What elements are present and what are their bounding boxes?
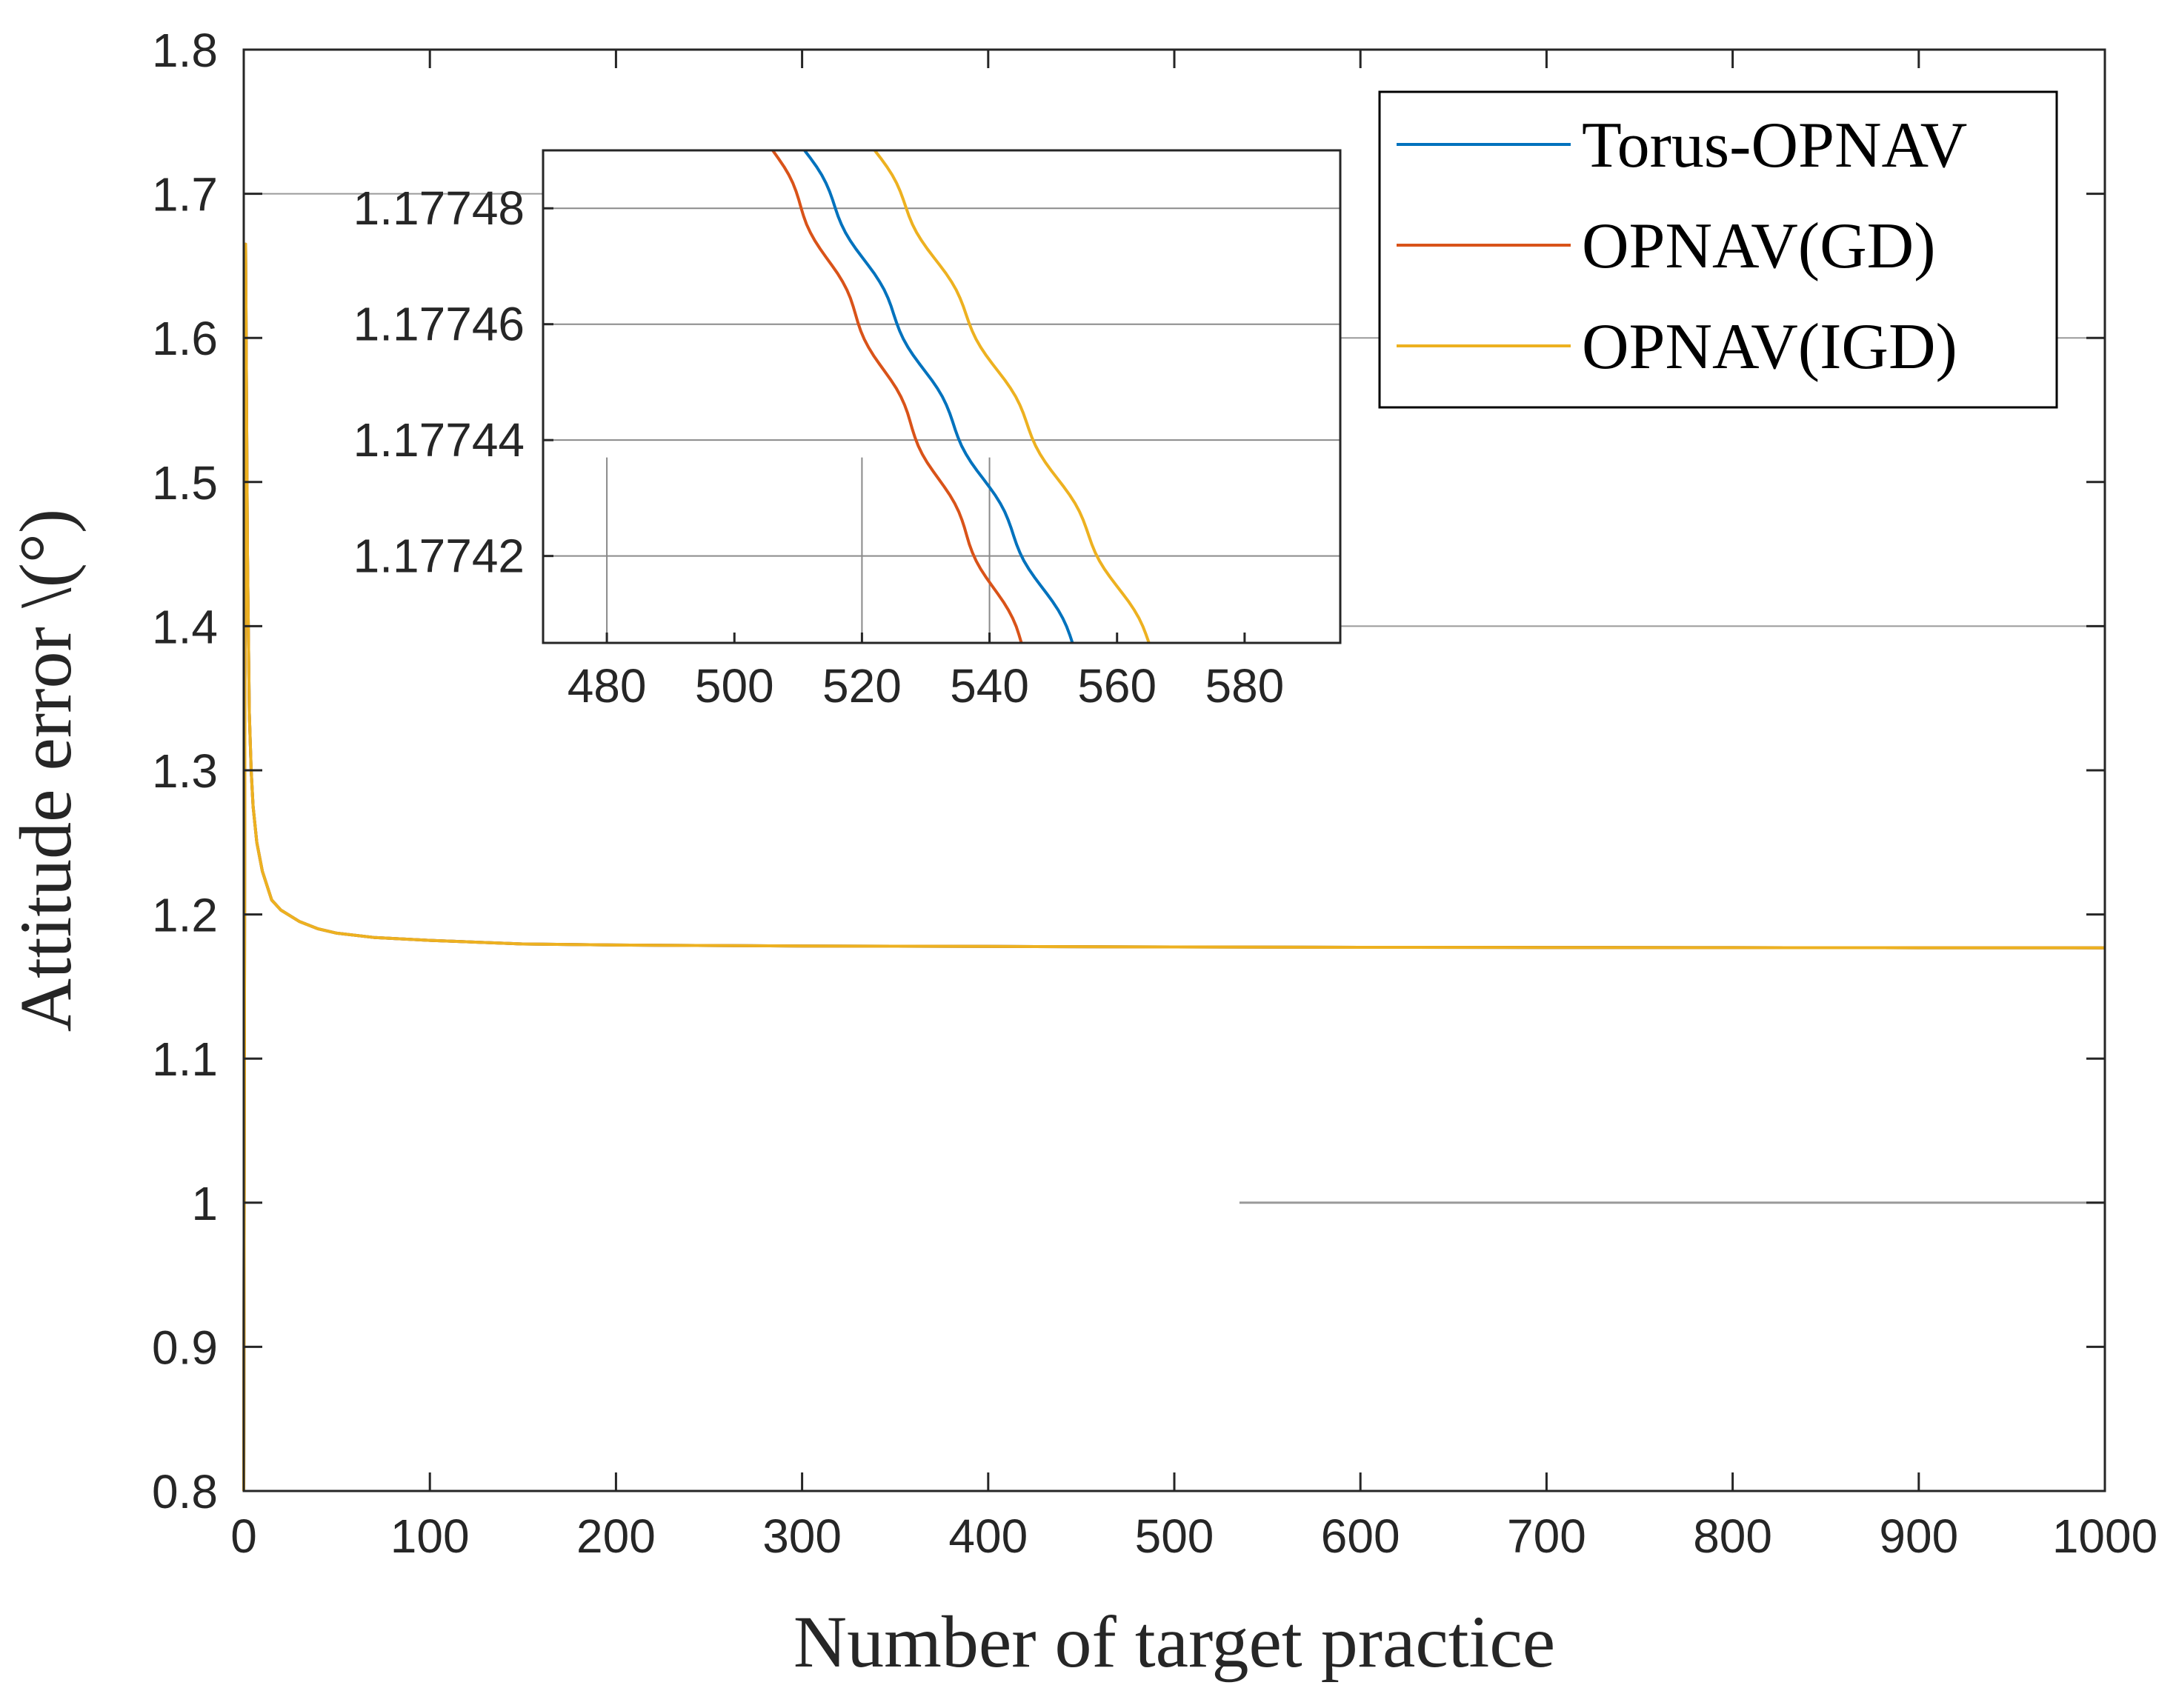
zoom-inset: 480 500 520 540 560 580 1.17742 1.17744 1.17746 1…: [353, 149, 1342, 713]
x-tick-label: 200: [576, 1509, 656, 1563]
main-axis-ticks: 0 100 200 300 400 500 600 700 800 900 1000 0.8 0.9 1 1…: [152, 24, 2157, 1563]
inset-series-line-opnav-igd-: [874, 149, 1151, 644]
x-tick-label: 800: [1693, 1509, 1772, 1563]
y-tick-label: 0.9: [152, 1321, 218, 1374]
x-tick-label: 400: [948, 1509, 1028, 1563]
inset-y-tick-label: 1.17746: [353, 298, 525, 351]
inset-x-tick-label: 480: [568, 659, 647, 713]
x-tick-label: 500: [1135, 1509, 1214, 1563]
inset-grid: [543, 207, 1340, 643]
y-axis-label: Attitude error \(°): [4, 509, 87, 1032]
y-tick-label: 1: [191, 1177, 218, 1230]
y-tick-label: 1.2: [152, 889, 218, 942]
y-tick-label: 1.4: [152, 600, 218, 653]
legend-label-opnav-igd: OPNAV(IGD): [1582, 311, 1957, 383]
x-tick-label: 100: [390, 1509, 470, 1563]
inset-series-line-opnav-gd-: [771, 149, 1023, 644]
inset-x-tick-label: 540: [950, 659, 1029, 713]
inset-y-tick-label: 1.17744: [353, 413, 525, 467]
inset-x-tick-label: 520: [822, 659, 902, 713]
y-tick-label: 1.3: [152, 744, 218, 798]
inset-series-lines: [771, 149, 1151, 644]
inset-axes-box: [542, 149, 1342, 644]
legend-label-opnav-gd: OPNAV(GD): [1582, 210, 1936, 282]
x-tick-label: 0: [230, 1509, 257, 1563]
y-tick-label: 1.1: [152, 1033, 218, 1086]
legend-label-torus-opnav: Torus-OPNAV: [1582, 110, 1967, 181]
x-tick-label: 300: [762, 1509, 842, 1563]
x-tick-label: 1000: [2052, 1509, 2157, 1563]
inset-series-line-torus-opnav: [803, 149, 1074, 644]
y-tick-label: 1.5: [152, 456, 218, 510]
x-axis-label: Number of target practice: [793, 1601, 1555, 1683]
inset-y-tick-label: 1.17742: [353, 530, 525, 583]
inset-y-tick-label: 1.17748: [353, 181, 525, 235]
legend: Torus-OPNAV OPNAV(GD) OPNAV(IGD): [1378, 90, 2058, 409]
y-tick-label: 1.7: [152, 168, 218, 221]
inset-x-tick-label: 560: [1077, 659, 1157, 713]
y-tick-label: 1.6: [152, 312, 218, 365]
y-tick-label: 0.8: [152, 1465, 218, 1518]
x-tick-label: 900: [1879, 1509, 1958, 1563]
inset-x-tick-label: 500: [695, 659, 774, 713]
x-tick-label: 600: [1321, 1509, 1400, 1563]
inset-x-tick-label: 580: [1205, 659, 1284, 713]
inset-axis-ticks: 480 500 520 540 560 580 1.17742 1.17744 1.17746 1…: [353, 181, 1285, 713]
y-tick-label: 1.8: [152, 24, 218, 77]
x-tick-label: 700: [1507, 1509, 1586, 1563]
